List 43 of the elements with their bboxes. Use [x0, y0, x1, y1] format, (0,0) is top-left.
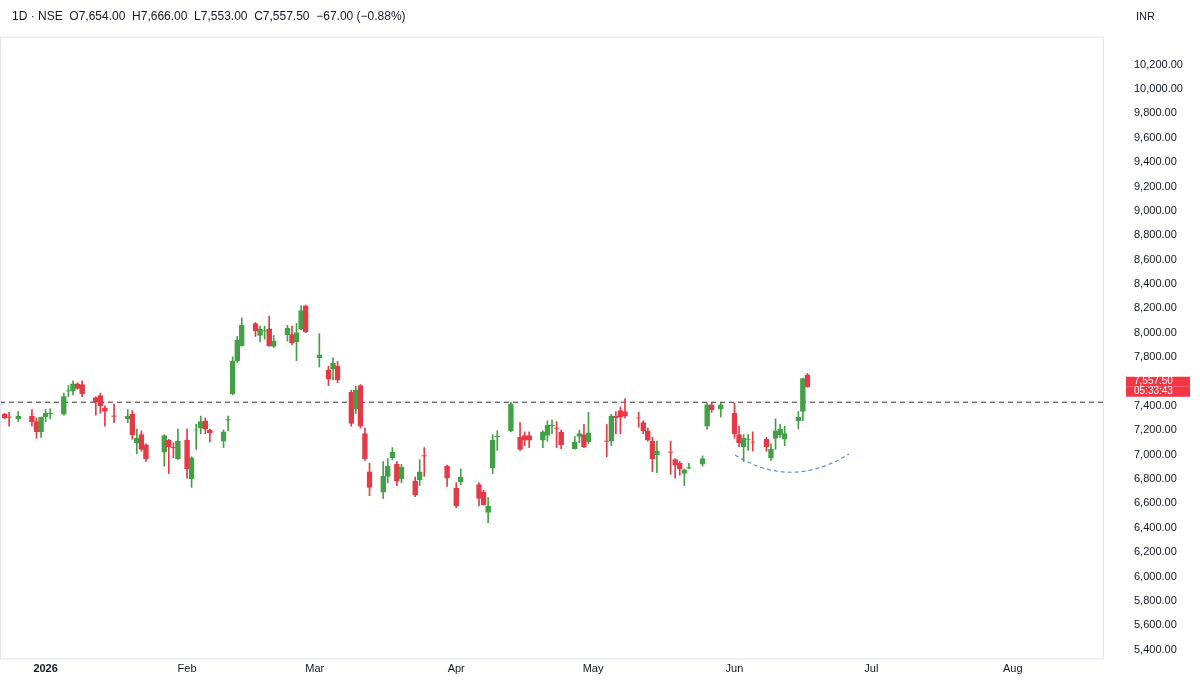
y-tick-label: 7,400.00: [1134, 398, 1177, 411]
candlestick: [134, 428, 140, 455]
y-tick-label: 6,400.00: [1134, 520, 1177, 533]
text: 05:33:43: [1134, 385, 1174, 397]
x-tick-label: 2026: [33, 662, 58, 675]
y-tick-label: 6,200.00: [1134, 545, 1177, 558]
y-tick-label: 7,800.00: [1134, 350, 1177, 363]
y-tick-label: 6,800.00: [1134, 472, 1177, 485]
y-tick-label: 9,800.00: [1134, 106, 1177, 119]
y-tick-label: 10,200.00: [1134, 57, 1183, 70]
candlestick: [102, 405, 108, 427]
x-tick-label: Jun: [725, 662, 744, 675]
x-tick-label: Apr: [447, 662, 466, 675]
y-tick-label: 7,200.00: [1134, 423, 1177, 436]
candlestick: [622, 398, 628, 419]
candlestick: [47, 408, 54, 420]
y-tick-label: 9,600.00: [1134, 130, 1177, 143]
candlestick: [549, 419, 555, 435]
x-tick-label: Aug: [1002, 662, 1023, 675]
y-tick-label: 8,400.00: [1134, 277, 1177, 290]
y-tick-label: 9,400.00: [1134, 155, 1177, 168]
y-tick-label: 8,800.00: [1134, 228, 1177, 241]
y-tick-label: 9,200.00: [1134, 179, 1177, 192]
y-tick-label: 6,000.00: [1134, 569, 1177, 582]
chart-title: 1D · NSE O7,654.00 H7,666.00 L7,553.00 C7,557.50 −67.00 (−0.88%): [12, 9, 406, 24]
y-tick-label: 10,000.00: [1134, 82, 1183, 95]
y-tick-label: 5,800.00: [1134, 593, 1177, 606]
y-tick-label: 5,400.00: [1134, 642, 1177, 655]
y-tick-label: 6,600.00: [1134, 496, 1177, 509]
y-tick-label: 8,200.00: [1134, 301, 1177, 314]
y-tick-label: 8,000.00: [1134, 325, 1177, 338]
candlestick: [165, 438, 172, 474]
x-tick-label: Mar: [305, 662, 325, 675]
y-tick-label: 5,600.00: [1134, 618, 1177, 631]
y-tick-label: 7,000.00: [1134, 447, 1177, 460]
y-tick-label: 8,600.00: [1134, 252, 1177, 265]
candlestick: [681, 468, 688, 486]
y-axis-title: INR: [1136, 10, 1155, 23]
x-tick-label: Feb: [177, 662, 197, 675]
text: 7,557.50: [1134, 375, 1174, 387]
x-tick-label: May: [582, 662, 604, 675]
x-tick-label: Jul: [864, 662, 879, 675]
y-tick-label: 9,000.00: [1134, 203, 1177, 216]
